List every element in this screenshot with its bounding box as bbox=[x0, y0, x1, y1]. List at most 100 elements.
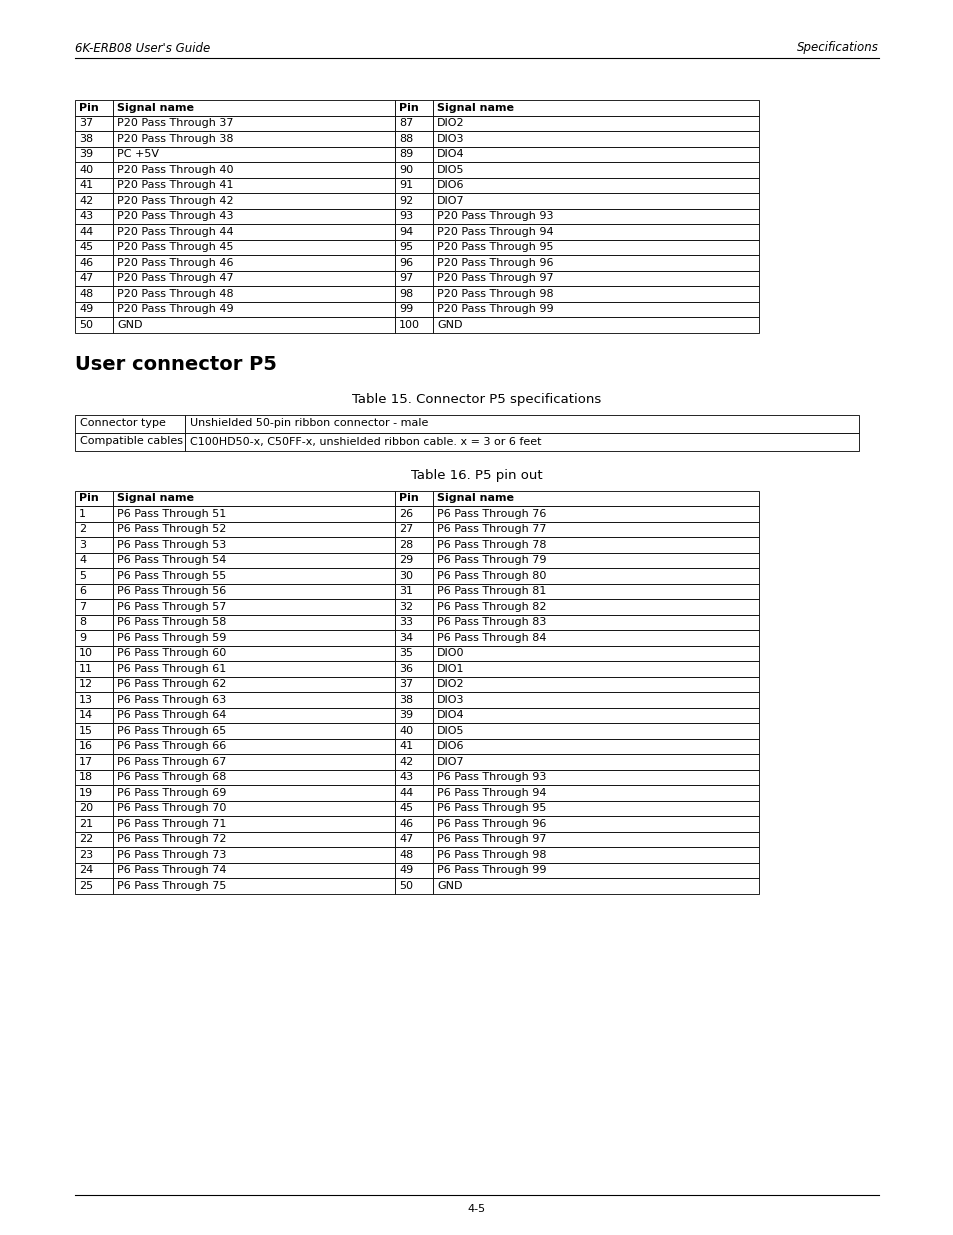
Bar bbox=[112, 785, 395, 800]
Text: 6: 6 bbox=[79, 587, 86, 597]
Text: 25: 25 bbox=[79, 881, 93, 890]
Bar bbox=[395, 722, 433, 739]
Bar bbox=[75, 862, 112, 878]
Text: 88: 88 bbox=[398, 133, 413, 143]
Text: Table 15. Connector P5 specifications: Table 15. Connector P5 specifications bbox=[352, 393, 601, 405]
Text: P20 Pass Through 37: P20 Pass Through 37 bbox=[117, 119, 233, 128]
Bar bbox=[433, 708, 759, 722]
Text: DIO5: DIO5 bbox=[436, 164, 464, 174]
Bar bbox=[75, 490, 112, 506]
Bar bbox=[75, 116, 112, 131]
Bar bbox=[433, 209, 759, 224]
Bar bbox=[395, 785, 433, 800]
Text: P20 Pass Through 93: P20 Pass Through 93 bbox=[436, 211, 553, 221]
Text: 18: 18 bbox=[79, 772, 93, 782]
Bar bbox=[75, 287, 112, 301]
Text: P6 Pass Through 78: P6 Pass Through 78 bbox=[436, 540, 546, 550]
Text: P6 Pass Through 59: P6 Pass Through 59 bbox=[117, 632, 226, 642]
Bar bbox=[433, 537, 759, 552]
Bar bbox=[75, 506, 112, 521]
Text: P20 Pass Through 99: P20 Pass Through 99 bbox=[436, 304, 553, 314]
Bar bbox=[185, 432, 858, 451]
Text: Pin: Pin bbox=[398, 103, 418, 112]
Text: 15: 15 bbox=[79, 726, 92, 736]
Text: 32: 32 bbox=[398, 601, 413, 611]
Bar bbox=[433, 816, 759, 831]
Bar bbox=[395, 270, 433, 287]
Text: 39: 39 bbox=[398, 710, 413, 720]
Bar bbox=[395, 162, 433, 178]
Text: 1: 1 bbox=[79, 509, 86, 519]
Bar bbox=[395, 521, 433, 537]
Text: P6 Pass Through 73: P6 Pass Through 73 bbox=[117, 850, 226, 860]
Text: P6 Pass Through 93: P6 Pass Through 93 bbox=[436, 772, 546, 782]
Text: P6 Pass Through 95: P6 Pass Through 95 bbox=[436, 803, 546, 814]
Text: 5: 5 bbox=[79, 571, 86, 580]
Text: P20 Pass Through 95: P20 Pass Through 95 bbox=[436, 242, 553, 252]
Bar bbox=[112, 116, 395, 131]
Bar bbox=[75, 599, 112, 615]
Text: 28: 28 bbox=[398, 540, 413, 550]
Bar bbox=[395, 193, 433, 209]
Bar bbox=[433, 800, 759, 816]
Text: 87: 87 bbox=[398, 119, 413, 128]
Text: 13: 13 bbox=[79, 695, 92, 705]
Bar bbox=[112, 615, 395, 630]
Text: 98: 98 bbox=[398, 289, 413, 299]
Text: P20 Pass Through 94: P20 Pass Through 94 bbox=[436, 227, 553, 237]
Bar bbox=[433, 162, 759, 178]
Bar bbox=[75, 739, 112, 755]
Text: P20 Pass Through 96: P20 Pass Through 96 bbox=[436, 258, 553, 268]
Bar bbox=[433, 178, 759, 193]
Text: 36: 36 bbox=[398, 663, 413, 674]
Bar bbox=[112, 147, 395, 162]
Bar bbox=[75, 178, 112, 193]
Bar bbox=[433, 630, 759, 646]
Bar bbox=[433, 878, 759, 893]
Bar bbox=[75, 661, 112, 677]
Bar bbox=[75, 224, 112, 240]
Bar bbox=[433, 646, 759, 661]
Bar bbox=[75, 193, 112, 209]
Text: 12: 12 bbox=[79, 679, 93, 689]
Bar bbox=[395, 646, 433, 661]
Bar bbox=[433, 862, 759, 878]
Bar bbox=[112, 800, 395, 816]
Bar bbox=[433, 769, 759, 785]
Text: 38: 38 bbox=[398, 695, 413, 705]
Bar bbox=[112, 646, 395, 661]
Text: 96: 96 bbox=[398, 258, 413, 268]
Text: P6 Pass Through 77: P6 Pass Through 77 bbox=[436, 524, 546, 535]
Text: P6 Pass Through 80: P6 Pass Through 80 bbox=[436, 571, 546, 580]
Text: P6 Pass Through 83: P6 Pass Through 83 bbox=[436, 618, 546, 627]
Text: 47: 47 bbox=[79, 273, 93, 283]
Bar bbox=[395, 537, 433, 552]
Text: P6 Pass Through 57: P6 Pass Through 57 bbox=[117, 601, 226, 611]
Text: P6 Pass Through 61: P6 Pass Through 61 bbox=[117, 663, 226, 674]
Text: 42: 42 bbox=[398, 757, 413, 767]
Bar bbox=[112, 193, 395, 209]
Text: 19: 19 bbox=[79, 788, 93, 798]
Bar bbox=[395, 100, 433, 116]
Bar bbox=[433, 116, 759, 131]
Text: Pin: Pin bbox=[79, 103, 99, 112]
Bar bbox=[433, 677, 759, 692]
Bar bbox=[75, 831, 112, 847]
Bar bbox=[433, 270, 759, 287]
Text: Specifications: Specifications bbox=[797, 42, 878, 54]
Bar bbox=[75, 630, 112, 646]
Text: P6 Pass Through 81: P6 Pass Through 81 bbox=[436, 587, 546, 597]
Text: 99: 99 bbox=[398, 304, 413, 314]
Text: P6 Pass Through 98: P6 Pass Through 98 bbox=[436, 850, 546, 860]
Text: P20 Pass Through 47: P20 Pass Through 47 bbox=[117, 273, 233, 283]
Text: 3: 3 bbox=[79, 540, 86, 550]
Text: P20 Pass Through 43: P20 Pass Through 43 bbox=[117, 211, 233, 221]
Bar bbox=[75, 692, 112, 708]
Bar bbox=[395, 254, 433, 270]
Text: P6 Pass Through 60: P6 Pass Through 60 bbox=[117, 648, 226, 658]
Bar bbox=[433, 131, 759, 147]
Text: 30: 30 bbox=[398, 571, 413, 580]
Text: P6 Pass Through 82: P6 Pass Through 82 bbox=[436, 601, 546, 611]
Bar bbox=[112, 599, 395, 615]
Text: P20 Pass Through 49: P20 Pass Through 49 bbox=[117, 304, 233, 314]
